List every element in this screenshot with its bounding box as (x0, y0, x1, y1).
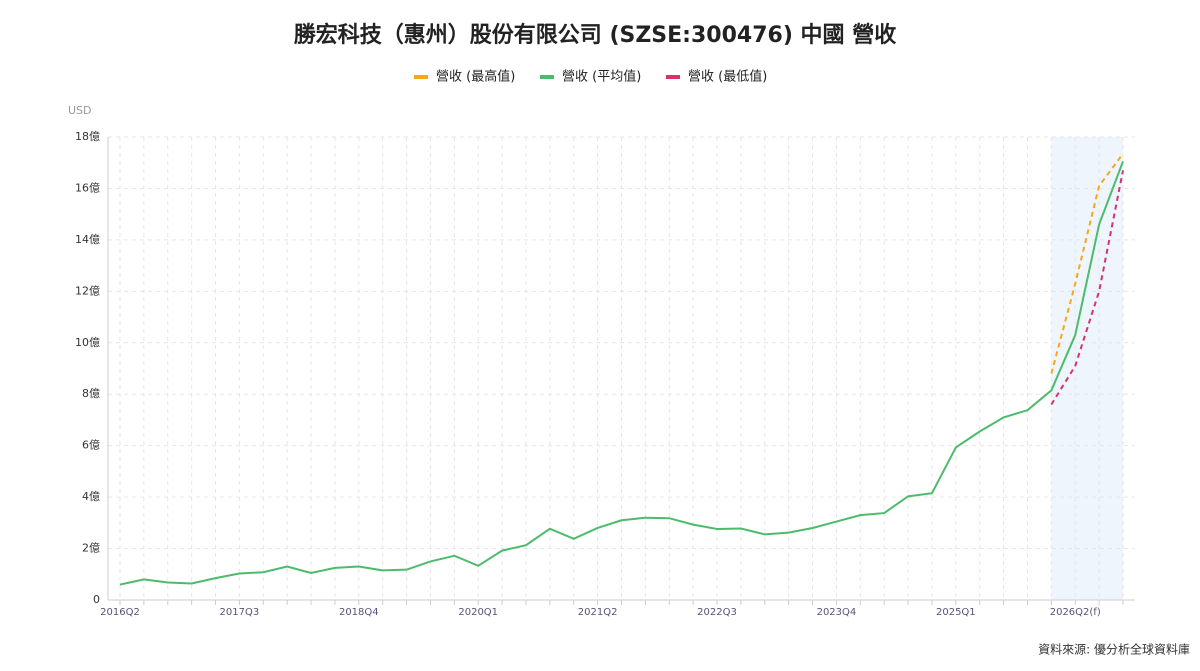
y-tick-label: 2億 (82, 542, 100, 555)
legend-label: 營收 (最高值) (436, 69, 515, 85)
y-tick-label: 6億 (82, 439, 100, 452)
legend-label: 營收 (平均值) (562, 69, 641, 85)
x-tick-label: 2018Q4 (339, 607, 379, 618)
line-series (1050, 153, 1124, 374)
y-tick-label: 12億 (75, 284, 100, 297)
forecast-region (1051, 137, 1123, 600)
x-tick-label: 2017Q3 (220, 607, 260, 618)
y-tick-label: 16億 (75, 181, 100, 194)
x-tick-label: 2026Q2(f) (1050, 607, 1101, 618)
chart-title: 勝宏科技（惠州）股份有限公司 (SZSE:300476) 中國 營收 (294, 22, 896, 48)
source: 資料來源: 優分析全球資料庫 (1038, 642, 1190, 657)
x-tick-label: 2023Q4 (817, 607, 857, 618)
x-tick-label: 2020Q1 (458, 607, 498, 618)
x-tick-label: 2021Q2 (578, 607, 618, 618)
x-tick-label: 2025Q1 (936, 607, 976, 618)
y-tick-label: 0 (93, 593, 100, 606)
y-tick-label: 14億 (75, 233, 100, 246)
y-tick-label: 4億 (82, 490, 100, 503)
y-tick-label: 18億 (75, 130, 100, 143)
line-series (119, 161, 1124, 586)
y-tick-label: 10億 (75, 336, 100, 349)
legend-label: 營收 (最低值) (688, 69, 767, 85)
x-tick-label: 2016Q2 (100, 607, 140, 618)
x-tick-label: 2022Q3 (697, 607, 737, 618)
line-series (1050, 170, 1124, 406)
y-tick-label: 8億 (82, 387, 100, 400)
y-unit: USD (68, 104, 92, 117)
